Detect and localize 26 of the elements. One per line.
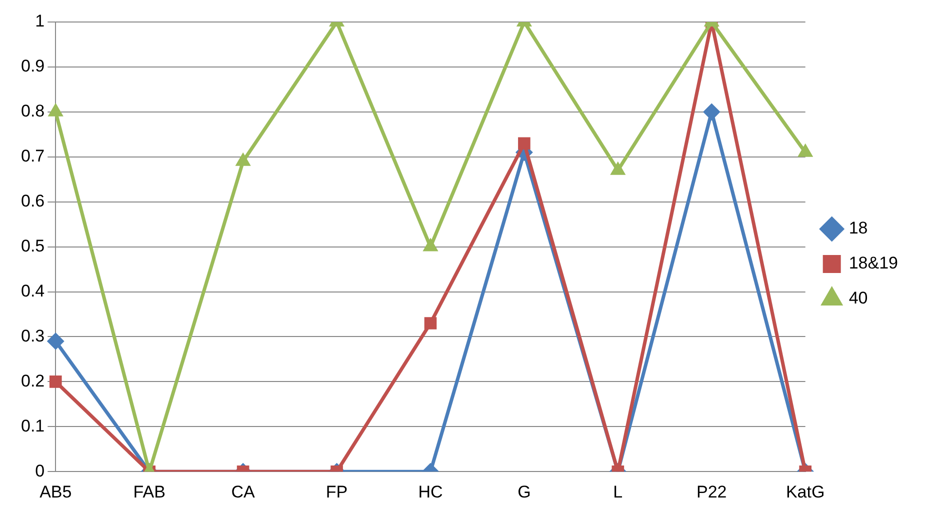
y-tick-label: 0.4 — [20, 281, 45, 300]
x-tick-label: G — [518, 482, 531, 502]
legend-label: 18&19 — [848, 254, 898, 273]
y-tick-label: 0.7 — [20, 146, 45, 166]
y-tick-label: 0.8 — [20, 102, 45, 121]
y-tick-label: 0.3 — [20, 326, 45, 346]
point — [703, 103, 720, 120]
x-tick-label: KatG — [786, 482, 825, 502]
x-tick-label: FAB — [133, 482, 166, 502]
y-tick-label: 0.1 — [20, 416, 45, 436]
x-tick-label: HC — [418, 482, 443, 502]
point — [423, 238, 438, 252]
x-tick-label: L — [613, 482, 623, 502]
point — [518, 137, 530, 150]
legend-label: 18 — [848, 218, 868, 238]
x-tick-label: AB5 — [40, 482, 72, 502]
x-tick-label: FP — [326, 482, 348, 502]
legend-label: 40 — [848, 288, 868, 308]
y-tick-label: 1 — [35, 12, 45, 31]
y-tick-label: 0.5 — [20, 236, 45, 256]
x-tick-label: P22 — [696, 482, 727, 502]
y-tick-label: 0.6 — [20, 192, 45, 211]
y-tick-label: 0.9 — [20, 56, 45, 76]
y-tick-label: 0 — [35, 461, 45, 480]
y-tick-label: 0.2 — [20, 371, 45, 390]
x-tick-label: CA — [231, 482, 256, 502]
